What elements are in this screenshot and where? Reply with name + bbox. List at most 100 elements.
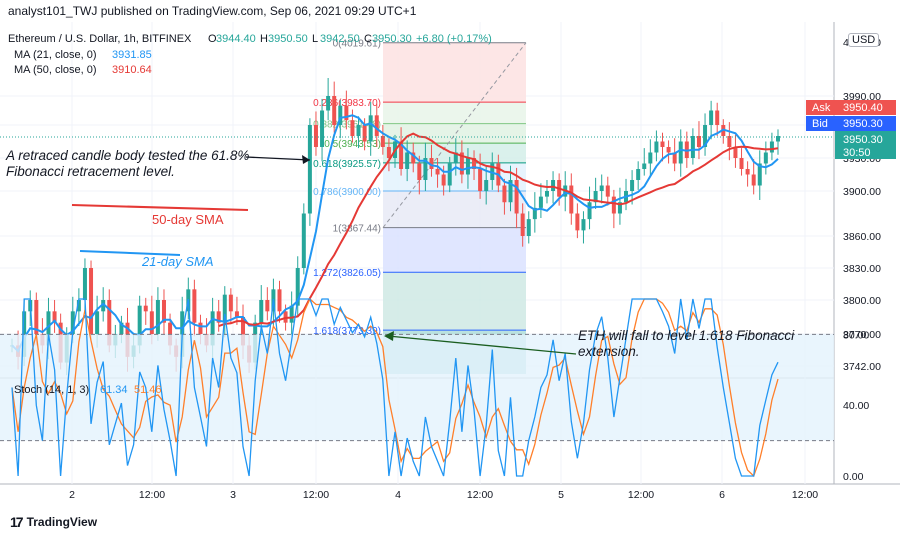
candle-body <box>307 125 312 214</box>
price-tag-label: Ask <box>812 102 831 114</box>
fib-zone <box>383 102 526 124</box>
candle <box>575 203 580 239</box>
candle-body <box>769 141 774 153</box>
price-tag-label: Bid <box>812 118 828 130</box>
candle <box>332 81 337 133</box>
price-tag-value: 3950.30 <box>843 118 883 130</box>
eth-fall-arrowhead <box>384 331 394 341</box>
candle-body <box>198 322 203 334</box>
candle-body <box>386 147 391 158</box>
candle <box>478 153 483 199</box>
candle <box>593 177 598 209</box>
candle-body <box>405 152 410 169</box>
candle-body <box>295 268 300 306</box>
candle-body <box>727 136 732 147</box>
ma50-legend-value: 3910.64 <box>112 64 152 76</box>
candle-body <box>472 158 477 169</box>
fib-zone <box>383 123 526 144</box>
candle <box>447 156 452 193</box>
candle <box>52 300 57 333</box>
stoch-d-value: 51.46 <box>134 384 162 396</box>
candle-body <box>654 141 659 153</box>
candle-body <box>611 196 616 214</box>
candle <box>733 134 738 168</box>
ma50-line <box>218 132 779 328</box>
time-tick-label: 12:00 <box>628 489 654 501</box>
currency-badge[interactable]: USD <box>848 33 880 47</box>
candle <box>605 176 610 206</box>
fib-level-label: 0.618(3925.57) <box>313 159 381 170</box>
candle <box>161 289 166 336</box>
candle-body <box>739 158 744 169</box>
candle <box>776 129 780 155</box>
candle-body <box>575 213 580 231</box>
candle-body <box>690 136 695 158</box>
ma50-legend-label: MA (50, close, 0) <box>14 64 97 76</box>
ohlc-key: O <box>208 33 217 45</box>
candle-body <box>453 152 458 164</box>
candle-body <box>478 169 483 191</box>
ohlc-value: 3950.30 <box>372 33 412 45</box>
candle <box>417 155 422 195</box>
retrace-note-line1: A retraced candle body tested the 61.8% <box>5 148 249 163</box>
sma21-note: 21-day SMA <box>141 254 214 269</box>
candle <box>630 170 635 205</box>
candle-body <box>332 96 337 125</box>
candle-body <box>520 213 525 236</box>
candle-body <box>70 311 75 334</box>
candle <box>751 159 756 195</box>
candle <box>703 113 708 156</box>
candle-body <box>514 180 519 214</box>
eth-fall-note-line2: extension. <box>578 344 640 359</box>
candle <box>690 128 695 165</box>
candle-body <box>143 305 148 312</box>
candle <box>344 90 349 130</box>
stoch-tick-label: 0.00 <box>843 471 864 483</box>
candle <box>520 203 525 247</box>
candle-body <box>228 294 233 312</box>
candle-body <box>660 141 665 147</box>
last-price-value: 3950.30 <box>843 134 883 146</box>
fib-level-label: 0.382(3961.48) <box>313 120 381 131</box>
candle-body <box>89 268 94 334</box>
fib-level-label: 1.272(3826.05) <box>313 268 381 279</box>
candle-body <box>709 110 714 125</box>
candle-body <box>374 115 379 136</box>
candle <box>648 139 653 176</box>
price-tag-bg <box>806 116 896 131</box>
candle-body <box>581 219 586 231</box>
fib-zone <box>383 42 526 103</box>
candle-body <box>630 180 635 191</box>
time-tick-label: 3 <box>230 489 236 501</box>
candle <box>599 174 604 204</box>
candle <box>313 111 318 156</box>
candle <box>399 127 404 176</box>
stoch-tick-label: 80.00 <box>843 329 869 341</box>
candle-body <box>380 136 385 147</box>
time-tick-label: 12:00 <box>792 489 818 501</box>
candle-body <box>733 147 738 158</box>
ohlc-value: 3950.50 <box>268 33 308 45</box>
candle-body <box>356 125 361 136</box>
candle-body <box>216 311 221 323</box>
candle <box>326 78 331 121</box>
candle-body <box>703 125 708 147</box>
candle <box>745 161 750 187</box>
candle <box>472 150 477 180</box>
candle-body <box>441 174 446 186</box>
candle <box>429 144 434 177</box>
candle-body <box>599 185 604 191</box>
time-tick-label: 12:00 <box>303 489 329 501</box>
candle <box>289 291 294 337</box>
candle-body <box>101 300 106 312</box>
candle-body <box>107 300 112 346</box>
sma50-note: 50-day SMA <box>152 212 224 227</box>
candle <box>453 138 458 176</box>
candle-body <box>362 125 367 142</box>
ma21-legend-label: MA (21, close, 0) <box>14 49 97 61</box>
brand-label: TradingView <box>26 515 98 529</box>
candle <box>660 132 665 162</box>
footer-brand[interactable]: 17 TradingView <box>10 514 97 530</box>
candle <box>624 178 629 211</box>
